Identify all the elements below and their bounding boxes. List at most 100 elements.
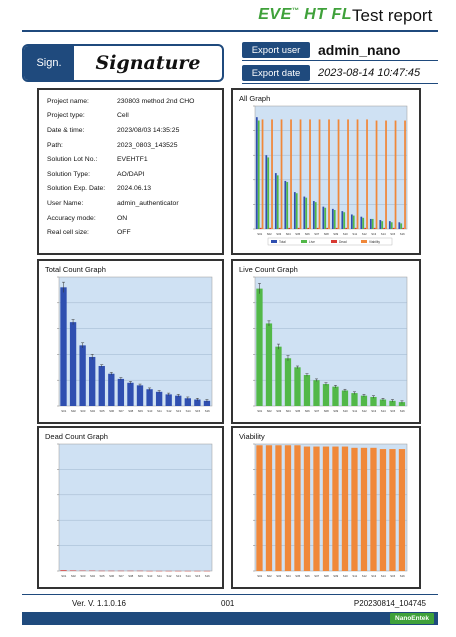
bar-viability xyxy=(309,119,311,229)
bar-viability xyxy=(280,119,283,229)
bar-live xyxy=(313,380,320,406)
x-tick-label: S11 xyxy=(352,574,357,578)
bar-viability xyxy=(341,446,349,571)
bar-live xyxy=(275,346,282,406)
bar-live xyxy=(303,375,311,406)
x-tick-label: S10 xyxy=(343,574,348,578)
bar-viability xyxy=(398,449,406,571)
bar-dead xyxy=(259,227,262,229)
bar-dead xyxy=(297,227,300,229)
info-row: Path: 2023_0803_143525 xyxy=(47,138,218,153)
legend-swatch xyxy=(301,240,307,243)
x-tick-label: S01 xyxy=(257,232,262,236)
bar-live xyxy=(398,402,406,406)
x-tick-label: S10 xyxy=(343,409,348,413)
bar-viability xyxy=(366,119,368,229)
x-tick-label: S08 xyxy=(128,574,133,578)
x-tick-label: S15 xyxy=(390,232,395,236)
bar-total xyxy=(398,222,401,229)
bar-viability xyxy=(294,445,301,571)
info-row: Project name: 230803 method 2nd CHO xyxy=(47,94,218,109)
x-tick-label: S05 xyxy=(295,574,300,578)
x-tick-label: S08 xyxy=(324,574,329,578)
bar-viability xyxy=(337,119,340,229)
all-graph-chart: S01 S02 S03 S04 S05 S06 S07 S08 S09 S10 S11 S12 S13 S… xyxy=(253,105,408,246)
bar-total xyxy=(331,208,334,229)
legend-label: Live xyxy=(309,240,315,244)
legend-label: Viability xyxy=(369,240,380,244)
bar-viability xyxy=(360,447,368,571)
bar-total xyxy=(127,382,134,406)
x-tick-label: S12 xyxy=(362,409,367,413)
bar-total xyxy=(274,173,277,229)
signature-label: Sign. xyxy=(24,46,74,80)
x-tick-label: S02 xyxy=(71,574,76,578)
legend-swatch xyxy=(361,240,367,243)
bar-dead xyxy=(307,227,309,229)
footer-bar xyxy=(22,612,438,625)
dead-count-panel: Dead Count Graph S01 S02 S03 S04 S05 S06 S07 S0… xyxy=(37,426,224,589)
bar-viability xyxy=(290,119,292,229)
x-tick-label: S09 xyxy=(333,232,338,236)
bar-viability xyxy=(313,446,320,571)
bar-dead xyxy=(60,570,67,571)
bar-total xyxy=(108,373,115,406)
x-tick-label: S02 xyxy=(267,232,272,236)
bar-live xyxy=(343,212,346,229)
info-row: Date & time: 2023/08/03 14:35:25 xyxy=(47,123,218,138)
export-divider xyxy=(242,83,438,84)
viability-panel: Viability S01 S02 S03 S04 S05 S06 S07 S08 S09 S10… xyxy=(231,426,421,589)
bar-total xyxy=(293,192,296,229)
signature-value: Signature xyxy=(95,52,201,74)
live-count-chart: S01 S02 S03 S04 S05 S06 S07 S08 S09 S10 S11 S12 S13 S… xyxy=(253,276,408,413)
bar-viability xyxy=(375,120,378,229)
all-graph-title: All Graph xyxy=(239,94,271,103)
x-tick-label: S03 xyxy=(276,574,281,578)
bar-total xyxy=(79,345,86,406)
bar-viability xyxy=(322,446,330,571)
x-tick-label: S07 xyxy=(314,232,319,236)
info-key: Solution Lot No.: xyxy=(47,156,98,164)
x-tick-label: S15 xyxy=(195,409,200,413)
bar-live xyxy=(322,384,330,406)
x-tick-label: S07 xyxy=(314,574,319,578)
x-tick-label: S06 xyxy=(305,232,310,236)
info-value: OFF xyxy=(117,229,131,237)
x-tick-label: S14 xyxy=(381,232,386,236)
bar-dead xyxy=(335,227,338,229)
export-user-row: Export user admin_nano xyxy=(242,42,438,58)
bar-viability xyxy=(261,119,264,229)
x-tick-label: S13 xyxy=(371,409,376,413)
bar-dead xyxy=(269,227,271,229)
bar-viability xyxy=(265,445,273,571)
bar-viability xyxy=(275,445,282,571)
bar-live xyxy=(267,157,270,229)
bar-live xyxy=(371,218,374,229)
x-tick-label: S15 xyxy=(195,574,200,578)
x-tick-label: S11 xyxy=(157,574,162,578)
x-tick-label: S09 xyxy=(333,574,338,578)
x-tick-label: S13 xyxy=(176,409,181,413)
x-tick-label: S01 xyxy=(61,409,66,413)
bar-live xyxy=(265,323,273,406)
bar-viability xyxy=(299,119,302,229)
bar-live xyxy=(284,358,292,406)
bar-total xyxy=(194,399,201,406)
info-row: Solution Type: AO/DAPI xyxy=(47,167,218,182)
bar-viability xyxy=(370,447,377,571)
legend-swatch xyxy=(331,240,337,243)
report-id: P20230814_104745 xyxy=(353,599,426,608)
x-tick-label: S05 xyxy=(100,409,105,413)
legend-label: Dead xyxy=(339,240,347,244)
x-tick-label: S16 xyxy=(205,574,210,578)
x-tick-label: S14 xyxy=(186,409,191,413)
x-tick-label: S16 xyxy=(400,409,405,413)
bar-total xyxy=(369,218,372,229)
bar-viability xyxy=(404,120,406,229)
x-tick-label: S10 xyxy=(147,574,152,578)
brand-logo: EVE™ HT FL xyxy=(258,6,352,23)
bar-dead xyxy=(364,227,366,229)
bar-dead xyxy=(278,227,281,229)
bar-viability xyxy=(303,446,311,571)
info-value: admin_authenticator xyxy=(117,199,179,207)
